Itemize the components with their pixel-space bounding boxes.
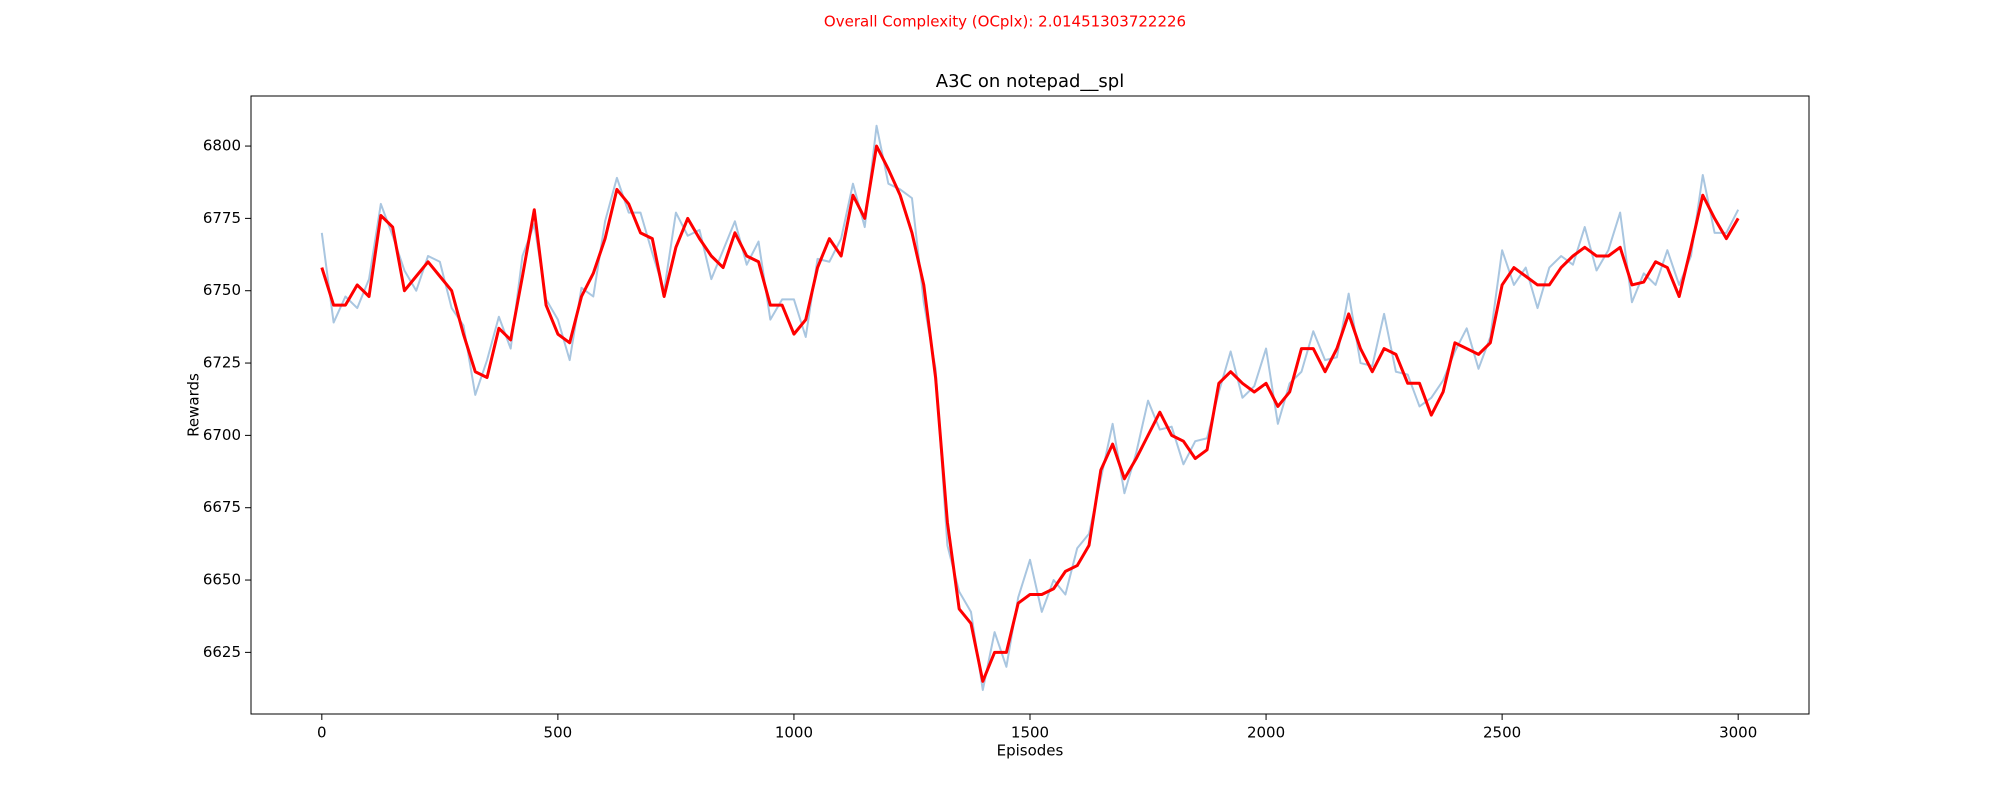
x-tick-label: 2500 <box>1483 724 1521 742</box>
x-tick-label: 1500 <box>1011 724 1049 742</box>
x-axis-label: Episodes <box>997 742 1064 760</box>
suptitle: Overall Complexity (OCplx): 2.0145130372… <box>824 13 1186 31</box>
x-tick-label: 0 <box>317 724 327 742</box>
x-tick-label: 500 <box>544 724 573 742</box>
y-tick-label: 6675 <box>203 498 241 516</box>
x-tick-label: 1000 <box>775 724 813 742</box>
y-axis-label: Rewards <box>185 373 203 437</box>
y-tick-label: 6700 <box>203 426 241 444</box>
x-tick-label: 3000 <box>1719 724 1757 742</box>
x-tick-label: 2000 <box>1247 724 1285 742</box>
y-tick-label: 6625 <box>203 643 241 661</box>
chart-title: A3C on notepad__spl <box>936 71 1124 92</box>
y-tick-label: 6650 <box>203 571 241 589</box>
y-tick-label: 6750 <box>203 281 241 299</box>
series-line <box>320 124 1740 691</box>
series-line <box>320 144 1740 683</box>
plot-frame <box>250 95 1810 715</box>
y-tick-label: 6775 <box>203 209 241 227</box>
y-tick-label: 6725 <box>203 354 241 372</box>
y-tick-label: 6800 <box>203 137 241 155</box>
